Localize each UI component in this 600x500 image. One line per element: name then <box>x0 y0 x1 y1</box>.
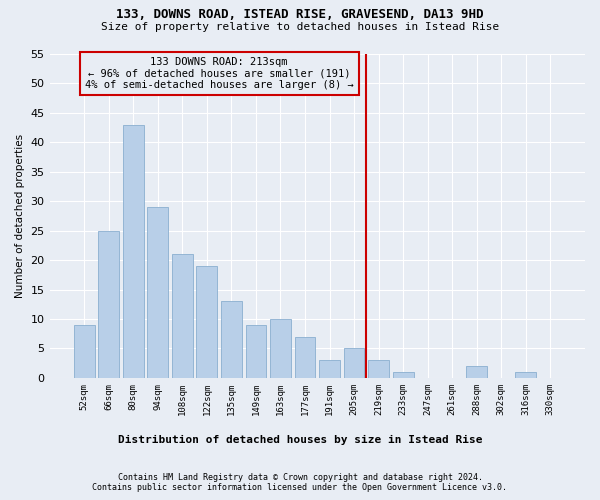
Bar <box>148 207 168 378</box>
Text: Distribution of detached houses by size in Istead Rise: Distribution of detached houses by size … <box>118 435 482 445</box>
Bar <box>172 254 193 378</box>
Bar <box>221 302 242 378</box>
Text: Size of property relative to detached houses in Istead Rise: Size of property relative to detached ho… <box>101 22 499 32</box>
Bar <box>368 360 389 378</box>
Bar <box>270 319 291 378</box>
Bar <box>295 336 316 378</box>
Text: Contains HM Land Registry data © Crown copyright and database right 2024.: Contains HM Land Registry data © Crown c… <box>118 472 482 482</box>
Bar <box>196 266 217 378</box>
Text: 133 DOWNS ROAD: 213sqm
← 96% of detached houses are smaller (191)
4% of semi-det: 133 DOWNS ROAD: 213sqm ← 96% of detached… <box>85 57 353 90</box>
Bar <box>466 366 487 378</box>
Text: 133, DOWNS ROAD, ISTEAD RISE, GRAVESEND, DA13 9HD: 133, DOWNS ROAD, ISTEAD RISE, GRAVESEND,… <box>116 8 484 20</box>
Bar <box>344 348 364 378</box>
Y-axis label: Number of detached properties: Number of detached properties <box>15 134 25 298</box>
Bar <box>392 372 413 378</box>
Bar <box>74 325 95 378</box>
Text: Contains public sector information licensed under the Open Government Licence v3: Contains public sector information licen… <box>92 484 508 492</box>
Bar <box>245 325 266 378</box>
Bar <box>98 230 119 378</box>
Bar <box>515 372 536 378</box>
Bar <box>123 124 144 378</box>
Bar <box>319 360 340 378</box>
